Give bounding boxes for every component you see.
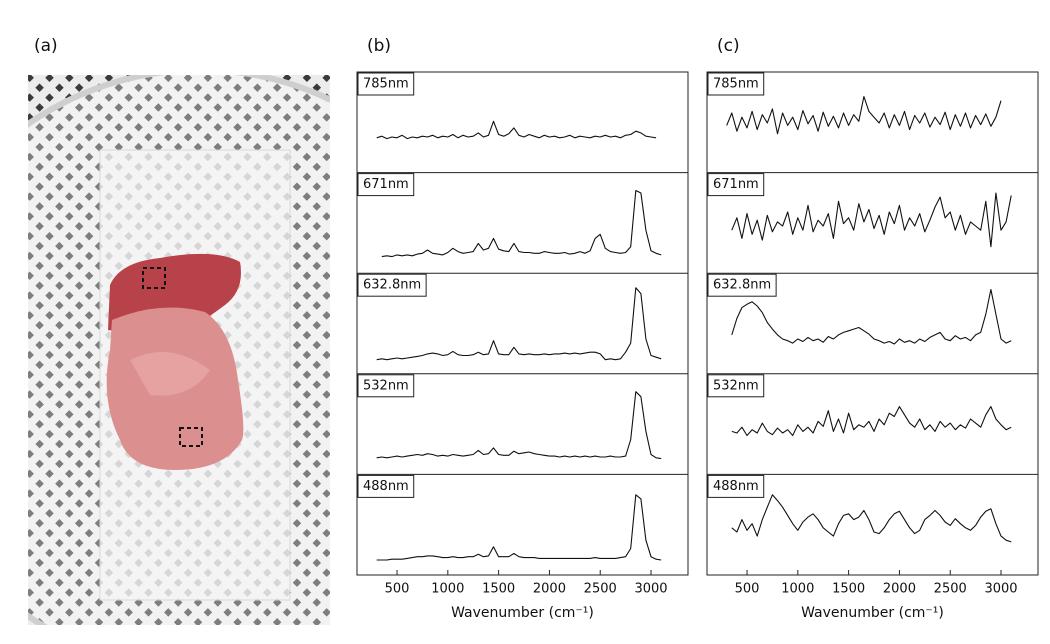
legend-label: 671nm xyxy=(363,177,409,192)
x-tick-label: 500 xyxy=(735,582,760,597)
x-axis-label: Wavenumber (cm⁻¹) xyxy=(451,605,594,621)
spectrum xyxy=(376,391,662,460)
spectrum xyxy=(726,95,1002,135)
x-tick-label: 1500 xyxy=(482,582,515,597)
legend-label: 671nm xyxy=(713,177,759,192)
plot-frame xyxy=(356,71,689,576)
legend-box xyxy=(707,273,777,297)
legend-box xyxy=(357,273,427,297)
spectrum xyxy=(381,189,662,258)
x-tick-label: 1000 xyxy=(781,582,814,597)
x-tick-label: 1500 xyxy=(832,582,865,597)
legend-label: 785nm xyxy=(363,77,409,92)
x-tick-label: 3000 xyxy=(634,582,667,597)
x-tick-label: 2500 xyxy=(584,582,617,597)
x-tick-label: 2000 xyxy=(883,582,916,597)
x-axis-label: Wavenumber (cm⁻¹) xyxy=(801,605,944,621)
x-tick-label: 2500 xyxy=(934,582,967,597)
panel-label: (a) xyxy=(34,36,58,56)
legend-label: 488nm xyxy=(713,479,759,494)
spectrum xyxy=(376,120,657,140)
x-tick-label: 500 xyxy=(385,582,410,597)
photo xyxy=(28,75,330,625)
spectrum xyxy=(376,494,662,561)
panel-label: (b) xyxy=(367,36,391,56)
legend-box xyxy=(707,173,765,197)
legend-box xyxy=(707,374,765,398)
panel-label: (c) xyxy=(717,36,740,56)
spectrum xyxy=(731,494,1012,543)
legend-label: 532nm xyxy=(713,378,759,393)
spectrum xyxy=(731,192,1012,248)
legend-label: 632.8nm xyxy=(713,278,771,293)
x-tick-label: 3000 xyxy=(984,582,1017,597)
legend-box xyxy=(357,474,415,498)
spectrum xyxy=(731,288,1012,345)
plot-frame xyxy=(706,71,1039,576)
legend-box xyxy=(707,474,765,498)
spectrum xyxy=(376,287,662,361)
legend-box xyxy=(357,173,415,197)
x-tick-label: 2000 xyxy=(533,582,566,597)
legend-box xyxy=(707,72,765,96)
legend-box xyxy=(357,72,415,96)
spectrum xyxy=(731,406,1012,437)
legend-label: 488nm xyxy=(363,479,409,494)
x-tick-label: 1000 xyxy=(431,582,464,597)
legend-label: 532nm xyxy=(363,378,409,393)
legend-label: 785nm xyxy=(713,77,759,92)
legend-box xyxy=(357,374,415,398)
legend-label: 632.8nm xyxy=(363,278,421,293)
